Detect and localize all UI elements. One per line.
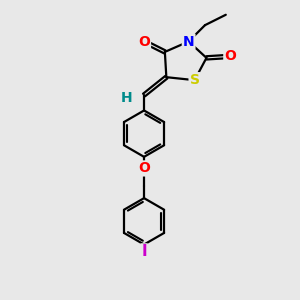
Text: S: S <box>190 73 200 87</box>
Text: O: O <box>138 34 150 49</box>
Text: N: N <box>183 34 194 49</box>
Text: O: O <box>138 161 150 176</box>
Text: H: H <box>120 91 132 105</box>
Text: I: I <box>141 244 147 260</box>
Text: O: O <box>224 50 236 63</box>
